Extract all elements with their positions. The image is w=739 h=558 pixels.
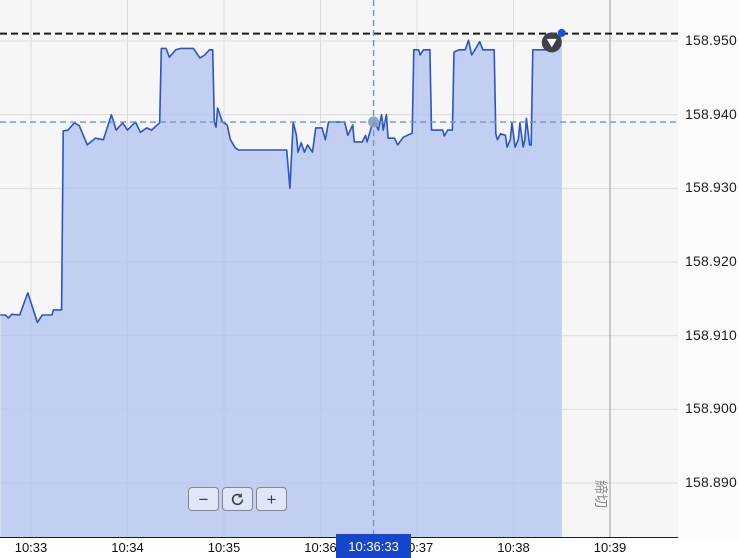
marker-triangle-icon <box>546 38 557 48</box>
time-axis-label: 10:38 <box>497 540 530 555</box>
price-axis-label: 158.940 <box>685 105 738 122</box>
zoom-controls: − + <box>188 487 287 511</box>
price-axis-label: 158.920 <box>685 253 738 269</box>
price-axis-label: 158.900 <box>685 400 738 417</box>
crosshair-dot <box>368 116 380 128</box>
price-area-fill <box>0 32 562 537</box>
time-axis-label: 10:36 <box>304 540 337 555</box>
zoom-in-button[interactable]: + <box>256 487 287 511</box>
area-chart[interactable]: 締切 <box>0 0 678 537</box>
price-axis-label: 158.890 <box>685 474 738 490</box>
zoom-out-button[interactable]: − <box>188 487 219 511</box>
refresh-icon <box>231 492 244 505</box>
chart-plot-area[interactable]: 締切 − + <box>0 0 678 537</box>
last-price-dot <box>557 28 566 37</box>
price-axis-label: 158.930 <box>685 179 738 196</box>
time-axis-label: 10:35 <box>207 540 241 555</box>
time-axis-label: 10:39 <box>593 540 627 555</box>
cutoff-label: 締切 <box>593 480 609 508</box>
price-axis-label: 158.950 <box>685 32 738 48</box>
time-axis-label: 10:33 <box>14 540 48 555</box>
time-axis-label: 10:34 <box>111 540 144 555</box>
price-axis: 158.950 158.940 158.930 158.920 158.910 158.9… <box>678 0 739 537</box>
price-axis-label: 158.910 <box>685 326 738 343</box>
price-line <box>0 32 563 324</box>
refresh-button[interactable] <box>222 487 253 511</box>
crosshair-time-label: 10:36:33 <box>336 534 412 558</box>
time-axis: 10:36:33 10:33 10:34 10:35 10:36 10:37 10:38 1… <box>0 534 739 558</box>
